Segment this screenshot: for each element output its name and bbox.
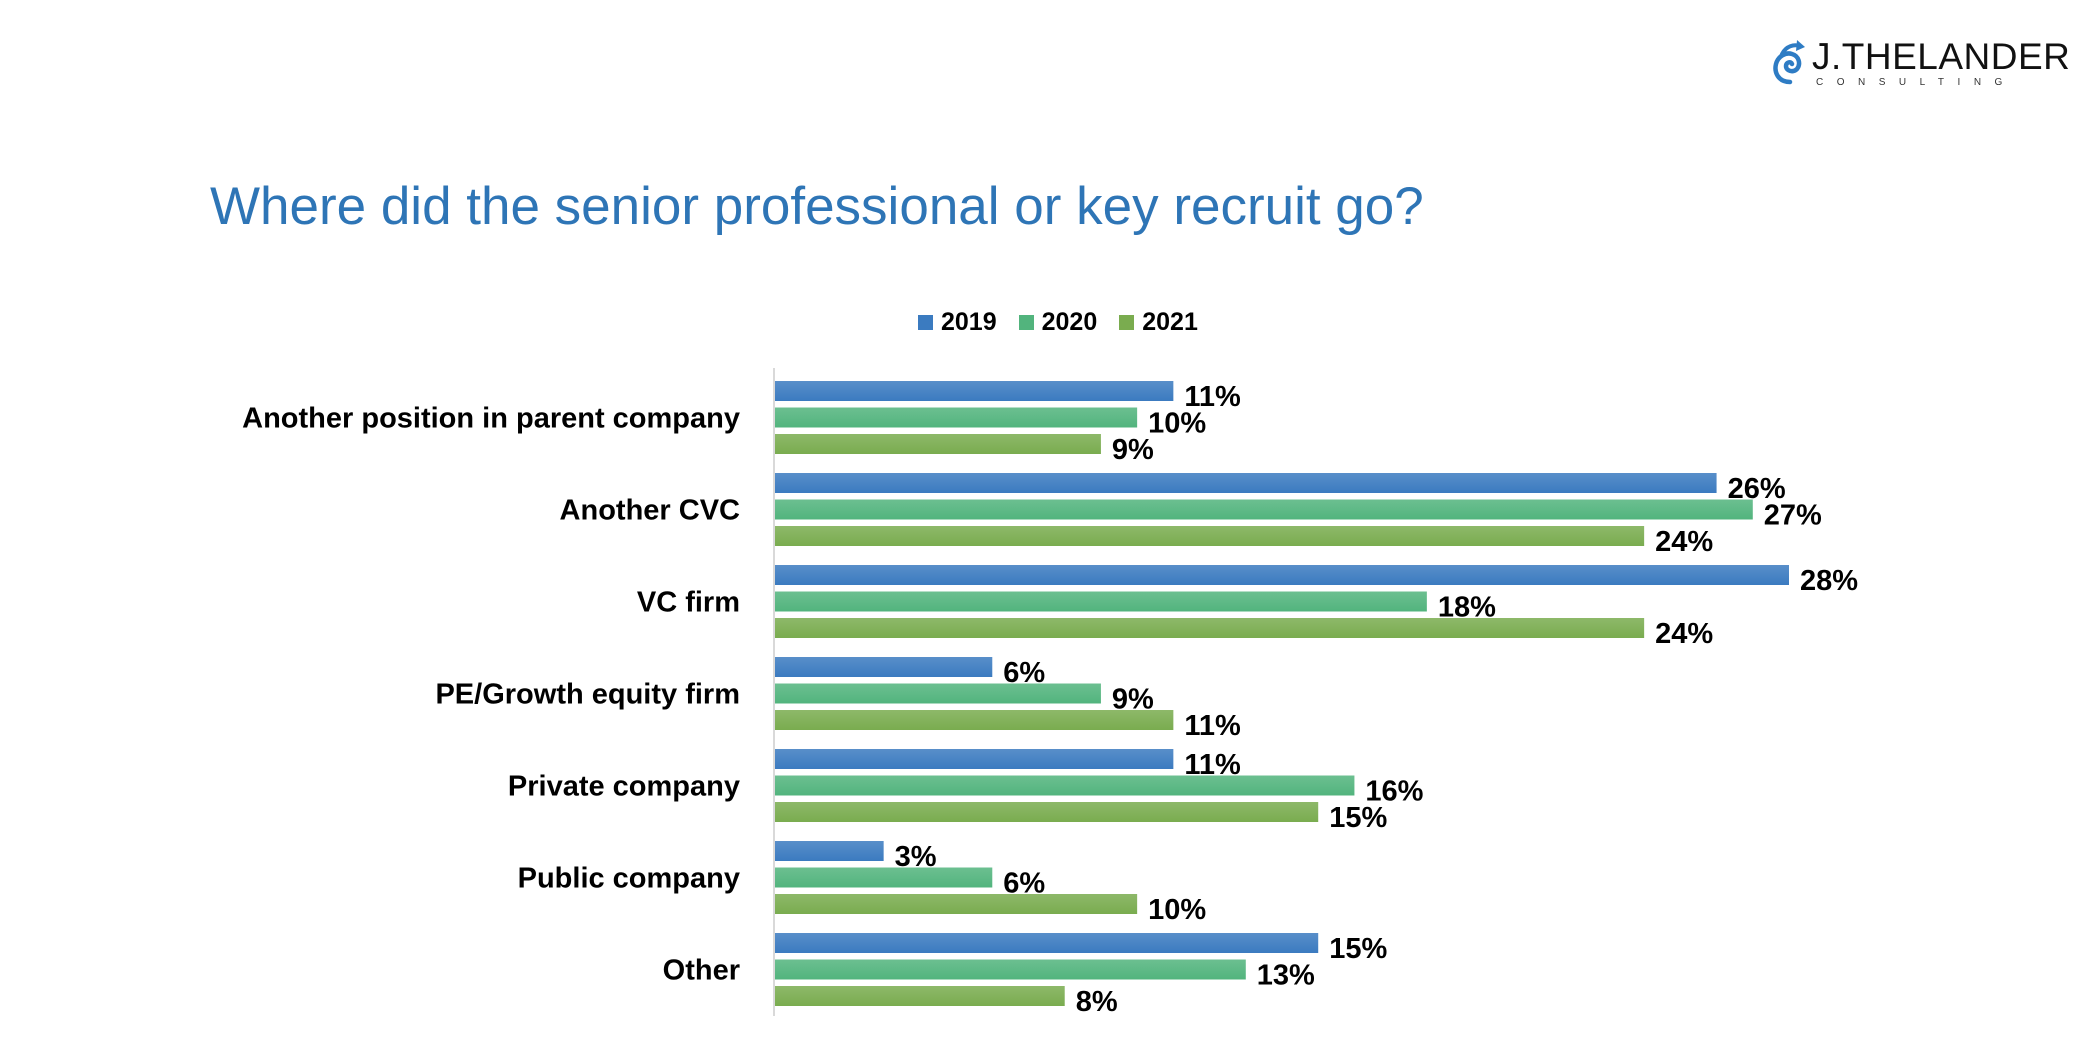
category-label: Another CVC (560, 495, 741, 527)
data-label: 16% (1365, 776, 1423, 808)
legend-item-2020: 2020 (1018, 308, 1098, 337)
spiral-logo-icon (1773, 40, 1805, 85)
category-label: Public company (518, 863, 740, 895)
bar-2020 (775, 959, 1246, 980)
logo-brand-text: J.THELANDER (1812, 36, 2071, 77)
data-label: 8% (1076, 986, 1118, 1018)
legend-label: 2019 (941, 308, 997, 336)
legend-item-2019: 2019 (918, 308, 997, 337)
company-logo: J.THELANDER CONSULTING (1772, 36, 2070, 92)
bar-2021 (775, 618, 1645, 638)
chart-legend: 2019 2020 2021 (918, 308, 1198, 337)
legend-item-2021: 2021 (1119, 308, 1198, 337)
legend-swatch (1119, 315, 1135, 330)
data-label: 27% (1764, 500, 1822, 532)
bar-2020 (775, 499, 1753, 520)
bar-2019 (775, 473, 1717, 493)
data-label: 10% (1148, 408, 1206, 440)
bar-2019 (775, 749, 1174, 769)
bar-2019 (775, 933, 1319, 953)
data-label: 28% (1800, 565, 1858, 597)
legend-label: 2020 (1041, 308, 1098, 336)
category-label: VC firm (637, 587, 740, 619)
data-label: 24% (1655, 526, 1713, 558)
data-label: 13% (1257, 960, 1315, 992)
bar-2020 (775, 591, 1427, 612)
bar-2021 (775, 526, 1645, 546)
bar-2019 (775, 657, 993, 677)
bar-2021 (775, 802, 1319, 822)
data-label: 9% (1112, 434, 1154, 466)
bar-2019 (775, 565, 1789, 585)
category-label: Other (663, 955, 740, 987)
bar-2019 (775, 381, 1174, 401)
bar-2021 (775, 710, 1174, 730)
bar-2020 (775, 683, 1101, 704)
legend-label: 2021 (1142, 308, 1198, 336)
page-title: Where did the senior professional or key… (210, 177, 1424, 236)
bar-2020 (775, 407, 1138, 428)
bar-2019 (775, 841, 884, 861)
bar-2020 (775, 867, 993, 888)
data-label: 15% (1329, 802, 1387, 834)
bar-2021 (775, 986, 1065, 1006)
logo-sub-text: CONSULTING (1816, 77, 2016, 88)
data-label: 15% (1329, 933, 1387, 965)
data-label: 24% (1655, 618, 1713, 650)
data-label: 11% (1184, 710, 1241, 742)
category-label: Private company (508, 771, 740, 803)
legend-swatch (1018, 315, 1034, 330)
data-label: 10% (1148, 894, 1206, 926)
bar-2020 (775, 775, 1355, 796)
category-label: Another position in parent company (242, 403, 740, 435)
data-label: 11% (1184, 381, 1241, 413)
bar-2021 (775, 894, 1138, 914)
bar-2021 (775, 434, 1101, 454)
category-label: PE/Growth equity firm (435, 679, 740, 711)
legend-swatch (918, 315, 933, 330)
